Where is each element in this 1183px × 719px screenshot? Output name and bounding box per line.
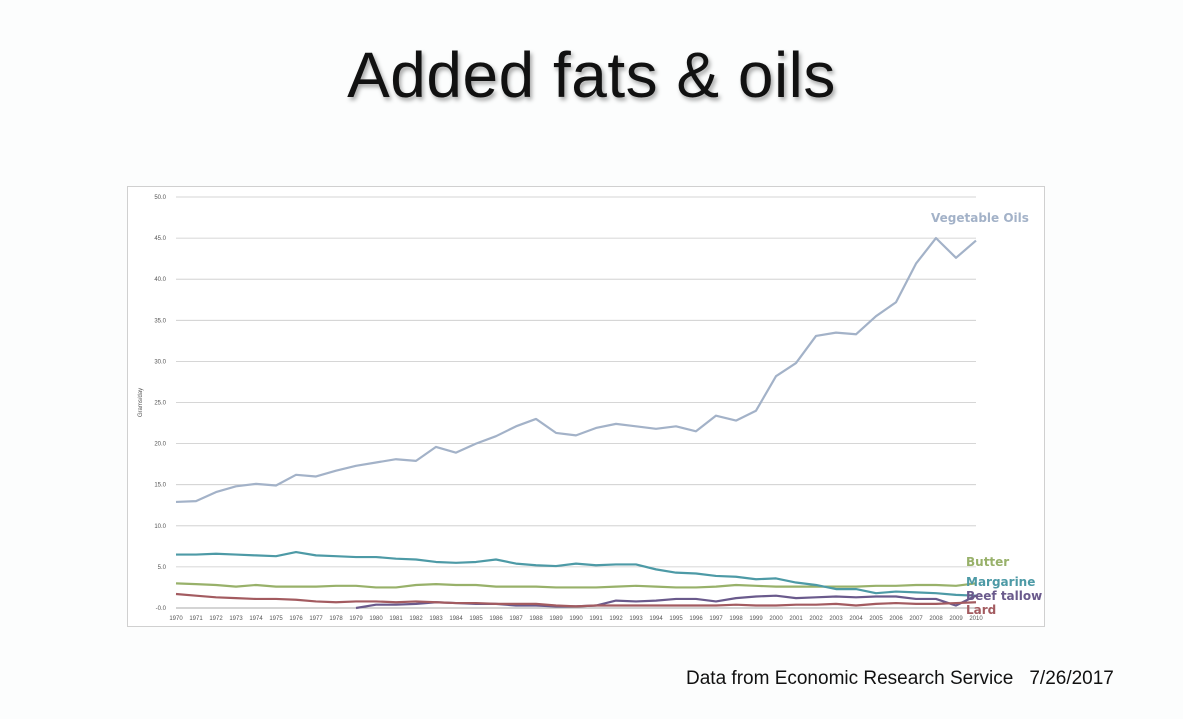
x-tick-label: 1990: [569, 616, 583, 622]
x-tick-label: 1999: [749, 616, 763, 622]
y-tick-label: 10.0: [154, 524, 166, 530]
x-tick-label: 1972: [209, 616, 223, 622]
chart-svg: -0.0 5.0 10.0 15.0 20.0 25.0 30.0 35.0 40.0 45.0 5…: [138, 195, 1042, 622]
footer: Data from Economic Research Service 7/26/…: [686, 668, 1114, 690]
x-tick-label: 2000: [769, 616, 783, 622]
x-tick-label: 1994: [649, 616, 663, 622]
y-tick-label: 50.0: [154, 195, 166, 201]
y-tick-label: 15.0: [154, 483, 166, 489]
x-tick-label: 1997: [709, 616, 723, 622]
y-tick-label: 30.0: [154, 359, 166, 365]
series-line-lard: [175, 592, 977, 608]
x-tick-label: 2003: [829, 616, 843, 622]
x-tick-label: 2006: [889, 616, 903, 622]
x-tick-label: 2004: [849, 616, 863, 622]
x-tick-label: 1986: [489, 616, 503, 622]
x-tick-label: 2005: [869, 616, 883, 622]
x-tick-label: 1975: [269, 616, 283, 622]
series-label-butter: Butter: [966, 555, 1009, 569]
y-axis-label: Grams/day: [138, 388, 144, 417]
y-tick-label: 45.0: [154, 236, 166, 242]
slide-title: Added fats & oils: [347, 39, 836, 111]
series-line-vegetable-oils: [175, 237, 977, 504]
y-tick-label: 40.0: [154, 277, 166, 283]
series-line-butter: [175, 582, 977, 589]
x-tick-label: 2009: [949, 616, 963, 622]
x-tick-label: 1971: [189, 616, 203, 622]
x-tick-label: 2007: [909, 616, 923, 622]
x-tick-label: 1988: [529, 616, 543, 622]
x-tick-label: 2001: [789, 616, 803, 622]
x-tick-label: 1996: [689, 616, 703, 622]
x-tick-label: 2002: [809, 616, 823, 622]
series-label-beef-tallow: Beef tallow: [966, 589, 1042, 603]
line-chart: -0.0 5.0 10.0 15.0 20.0 25.0 30.0 35.0 40.0 45.0 5…: [127, 186, 1045, 627]
footer-date: 7/26/2017: [1029, 668, 1114, 689]
x-tick-label: 1983: [429, 616, 443, 622]
x-tick-label: 1987: [509, 616, 523, 622]
x-tick-label: 1976: [289, 616, 303, 622]
footer-source: Data from Economic Research Service: [686, 668, 1014, 689]
x-tick-label: 1993: [629, 616, 643, 622]
x-tick-label: 1989: [549, 616, 563, 622]
x-tick-label: 1970: [169, 616, 183, 622]
y-tick-label: 25.0: [154, 401, 166, 407]
x-tick-label: 1973: [229, 616, 243, 622]
x-tick-label: 1991: [589, 616, 603, 622]
x-tick-label: 1998: [729, 616, 743, 622]
x-tick-label: 1979: [349, 616, 363, 622]
x-tick-label: 2008: [929, 616, 943, 622]
y-tick-label: 20.0: [154, 442, 166, 448]
y-tick-label: 5.0: [158, 565, 167, 571]
y-tick-label: 35.0: [154, 318, 166, 324]
series-label-margarine: Margarine: [966, 575, 1035, 589]
series-label-lard: Lard: [966, 603, 996, 617]
x-tick-label: 1995: [669, 616, 683, 622]
series-line-margarine: [176, 551, 977, 597]
x-tick-label: 1974: [249, 616, 263, 622]
x-tick-label: 1977: [309, 616, 323, 622]
series-label-vegetable-oils: Vegetable Oils: [931, 211, 1029, 225]
x-tick-label: 1980: [369, 616, 383, 622]
x-tick-label: 1984: [449, 616, 463, 622]
x-tick-label: 1981: [389, 616, 403, 622]
y-tick-label: -0.0: [156, 606, 167, 612]
x-tick-label: 1992: [609, 616, 623, 622]
x-tick-label: 2010: [969, 616, 983, 622]
x-tick-label: 1978: [329, 616, 343, 622]
x-tick-label: 1985: [469, 616, 483, 622]
x-tick-label: 1982: [409, 616, 423, 622]
